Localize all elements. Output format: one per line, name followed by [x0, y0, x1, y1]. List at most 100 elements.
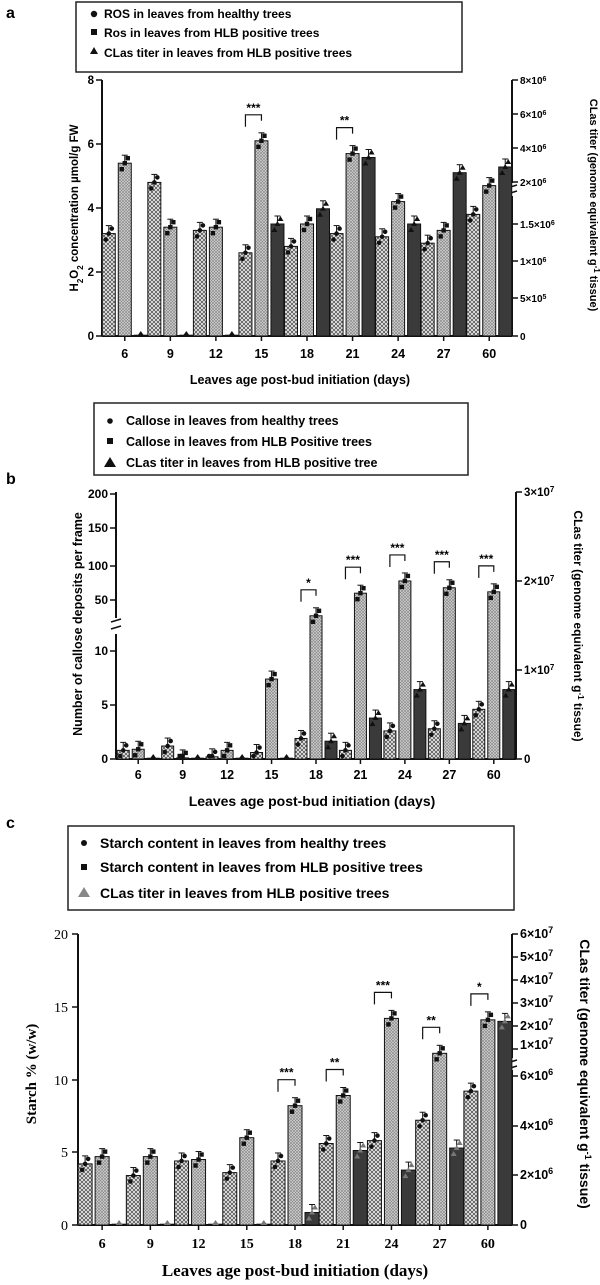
- y-axis-label-b: Number of callose deposits per frame: [71, 512, 85, 736]
- point-hlb: [307, 216, 313, 222]
- x-tick-label-18: 18: [300, 347, 314, 361]
- svg-text:50: 50: [95, 593, 109, 607]
- point-hlb: [491, 589, 496, 595]
- point-clas: [402, 1173, 409, 1179]
- point-healthy: [152, 180, 157, 185]
- point-healthy: [212, 749, 218, 755]
- point-hlb: [247, 1130, 252, 1135]
- svg-text:4×106: 4×106: [520, 144, 547, 156]
- svg-text:0: 0: [88, 331, 94, 343]
- point-clas-zero: [260, 1220, 268, 1225]
- x-axis-label-b: Leaves age post-bud initiation (days): [189, 793, 436, 809]
- bar-hlb-day-15: [239, 1137, 255, 1226]
- point-hlb: [361, 586, 366, 591]
- bar-hlb-day-18: [287, 1105, 303, 1226]
- point-clas: [328, 738, 334, 744]
- svg-text:4×106: 4×106: [520, 1117, 553, 1133]
- significance-bracket-27: [433, 561, 450, 574]
- point-hlb: [485, 1017, 491, 1023]
- point-healthy: [246, 245, 251, 251]
- point-clas: [450, 1151, 457, 1157]
- point-clas: [312, 1204, 318, 1210]
- svg-text:5: 5: [101, 698, 108, 712]
- significance-bracket-21: [344, 566, 362, 580]
- significance-bracket-60: [478, 565, 495, 578]
- x-ticks-b: 6 9 12 15 18 21 24 27 60: [135, 759, 501, 782]
- significance-label-60: *: [477, 980, 482, 994]
- point-clas-zero: [163, 1220, 171, 1225]
- y-axis-label-a: H2O2 concentration µmol/g FW: [69, 124, 85, 291]
- point-hlb: [392, 205, 398, 210]
- point-clas: [416, 686, 423, 692]
- point-healthy: [278, 1153, 284, 1159]
- significance-label-15: ***: [246, 101, 260, 115]
- significance-label-21: **: [340, 114, 350, 128]
- point-healthy: [323, 1141, 329, 1146]
- bar-healthy-day-27: [415, 1119, 431, 1226]
- point-healthy: [435, 721, 440, 727]
- point-clas: [456, 1140, 463, 1146]
- y-ticks-a: 8 6 4 2 0: [88, 75, 102, 343]
- point-healthy: [209, 753, 215, 759]
- point-hlb: [353, 146, 358, 151]
- point-healthy: [230, 1165, 236, 1170]
- point-healthy: [467, 218, 473, 223]
- bar-hlb-day-21: [335, 1095, 351, 1226]
- point-hlb: [171, 220, 176, 225]
- legend-b-item-1: Callose in leaves from healthy trees: [126, 414, 339, 428]
- point-healthy: [343, 748, 348, 753]
- panel-a: ROS in leaves from healthy trees Ros in …: [69, 1, 600, 387]
- point-healthy: [109, 226, 115, 231]
- bars-a: [101, 132, 513, 337]
- svg-text:6: 6: [88, 139, 94, 151]
- point-clas: [271, 227, 278, 232]
- point-hlb: [148, 1154, 153, 1159]
- point-clas: [458, 726, 465, 732]
- bar-hlb-day-6: [117, 162, 132, 337]
- point-clas: [331, 733, 337, 739]
- significance-bracket-18: [277, 1079, 296, 1092]
- point-clas: [413, 692, 420, 698]
- panel-a-letter: a: [6, 5, 15, 22]
- point-healthy: [422, 246, 427, 252]
- point-healthy: [470, 212, 476, 217]
- significance-bracket-24: [373, 991, 393, 1005]
- point-hlb: [122, 161, 127, 166]
- bar-healthy-day-12: [192, 229, 207, 337]
- point-hlb: [487, 183, 492, 188]
- y2-axis-label-b: CLas titer (genome equivalent g-1 tissue…: [571, 510, 586, 741]
- point-hlb: [133, 753, 138, 758]
- point-clas-zero: [212, 1220, 220, 1225]
- point-clas: [408, 1162, 415, 1168]
- bar-healthy-day-27: [420, 242, 435, 337]
- point-healthy: [120, 748, 126, 753]
- point-clas: [354, 1153, 361, 1159]
- point-healthy: [301, 731, 307, 736]
- x-tick-label-60: 60: [481, 1237, 495, 1252]
- point-healthy: [176, 1164, 181, 1170]
- svg-text:2×106: 2×106: [520, 1166, 553, 1182]
- point-clas-zero: [238, 754, 246, 759]
- point-hlb: [482, 1023, 488, 1029]
- svg-text:1.5×106: 1.5×106: [520, 220, 555, 232]
- bar-healthy-day-24: [375, 236, 390, 337]
- x-axis-label-a: Leaves age post-bud initiation (days): [190, 373, 410, 387]
- point-hlb: [221, 753, 227, 759]
- svg-text:1×107: 1×107: [524, 663, 555, 678]
- bar-clas-day-27: [449, 1147, 465, 1226]
- point-hlb: [216, 220, 222, 225]
- significance-label-21: **: [330, 1056, 340, 1070]
- panel-b-letter: b: [6, 471, 16, 488]
- panel-b: Callose in leaves from healthy trees Cal…: [71, 402, 586, 809]
- point-healthy: [291, 239, 297, 244]
- x-tick-label-12: 12: [209, 347, 223, 361]
- point-hlb: [295, 1098, 301, 1103]
- point-healthy: [379, 234, 385, 240]
- point-hlb: [494, 584, 499, 590]
- point-hlb: [177, 753, 182, 759]
- point-hlb: [183, 750, 188, 756]
- svg-text:6×106: 6×106: [520, 1067, 553, 1083]
- x-tick-label-27: 27: [442, 768, 456, 782]
- x-tick-label-9: 9: [147, 1237, 154, 1252]
- point-healthy: [417, 1123, 422, 1129]
